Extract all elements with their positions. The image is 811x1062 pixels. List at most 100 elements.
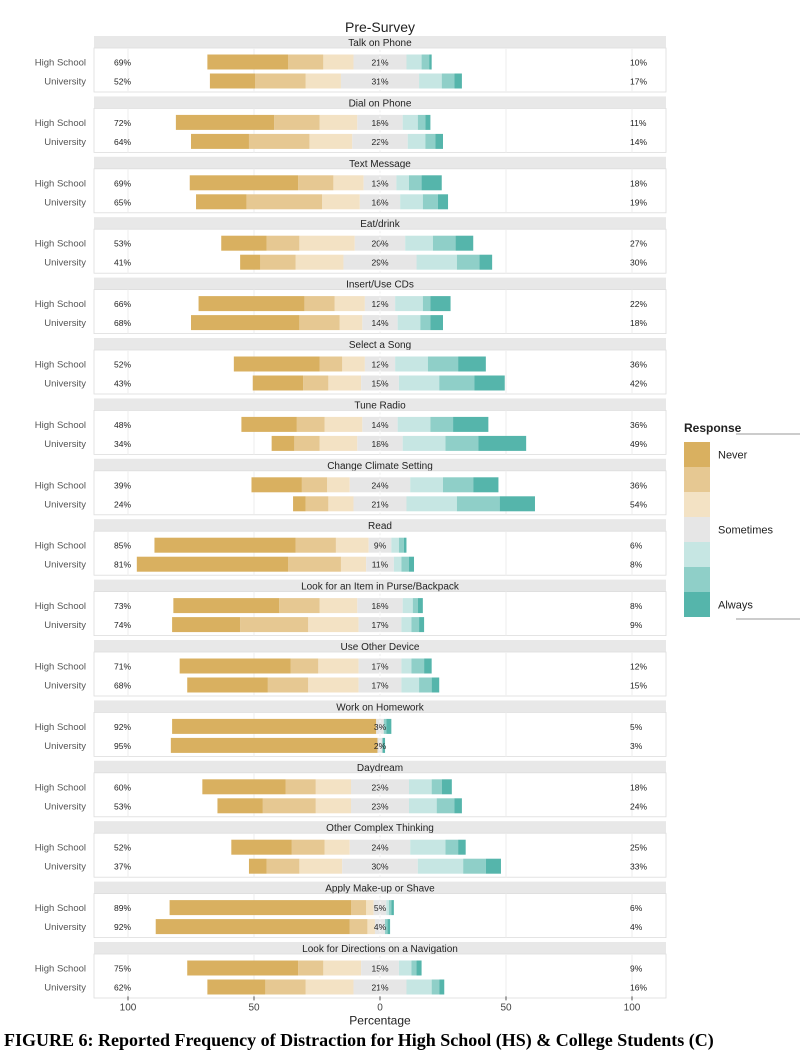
bar-segment-2 xyxy=(319,356,343,372)
bar-segment-5 xyxy=(402,598,413,614)
group-label: High School xyxy=(35,58,86,69)
bar-segment-1 xyxy=(240,254,261,270)
left-percent-label: 64% xyxy=(114,137,131,147)
left-percent-label: 34% xyxy=(114,439,131,449)
left-percent-label: 68% xyxy=(114,318,131,328)
right-percent-label: 36% xyxy=(630,420,647,430)
bar-segment-6 xyxy=(398,537,404,553)
bar-segment-1 xyxy=(189,175,299,191)
panel-strip xyxy=(94,277,666,290)
left-percent-label: 39% xyxy=(114,480,131,490)
bar-segment-2 xyxy=(285,779,316,795)
bar-segment-2 xyxy=(296,416,325,432)
panel-title: Look for Directions on a Navigation xyxy=(302,944,458,955)
group-label: University xyxy=(44,801,86,812)
bar-segment-7 xyxy=(391,900,394,916)
figure-caption: FIGURE 6: Reported Frequency of Distract… xyxy=(4,1030,714,1050)
bar-segment-5 xyxy=(401,617,412,633)
right-percent-label: 54% xyxy=(630,499,647,509)
panel-title: Eat/drink xyxy=(360,219,400,230)
bar-segment-5 xyxy=(406,496,457,512)
bar-segment-1 xyxy=(170,737,378,753)
bar-segment-1 xyxy=(271,435,295,451)
bar-segment-3 xyxy=(305,979,354,995)
x-axis-label: Percentage xyxy=(349,1013,411,1027)
bar-segment-1 xyxy=(251,477,302,493)
bar-segment-2 xyxy=(255,73,306,89)
bar-segment-1 xyxy=(293,496,306,512)
right-percent-label: 30% xyxy=(630,258,647,268)
right-percent-label: 42% xyxy=(630,379,647,389)
right-percent-label: 16% xyxy=(630,983,647,993)
bar-segment-7 xyxy=(455,235,474,251)
bar-segment-7 xyxy=(421,175,442,191)
group-label: University xyxy=(44,197,86,208)
bar-segment-5 xyxy=(395,296,423,312)
bar-segment-5 xyxy=(400,194,423,210)
right-percent-label: 19% xyxy=(630,197,647,207)
bar-segment-2 xyxy=(266,858,300,874)
bar-segment-6 xyxy=(441,73,455,89)
bar-segment-3 xyxy=(367,919,375,935)
bar-segment-7 xyxy=(458,839,466,855)
left-percent-label: 85% xyxy=(114,541,131,551)
bar-segment-7 xyxy=(454,73,462,89)
bar-segment-3 xyxy=(340,556,367,572)
bar-segment-1 xyxy=(169,900,352,916)
bar-segment-7 xyxy=(474,375,505,391)
bar-segment-1 xyxy=(187,677,268,693)
left-percent-label: 24% xyxy=(114,499,131,509)
center-percent-label: 18% xyxy=(371,601,388,611)
bar-segment-5 xyxy=(397,416,431,432)
bar-segment-7 xyxy=(435,133,443,149)
right-percent-label: 49% xyxy=(630,439,647,449)
bar-segment-1 xyxy=(252,375,304,391)
bar-segment-1 xyxy=(136,556,289,572)
bar-segment-3 xyxy=(308,617,359,633)
panel-strip xyxy=(94,398,666,411)
bar-segment-5 xyxy=(391,537,399,553)
panel-title: Talk on Phone xyxy=(348,38,412,49)
bar-segment-5 xyxy=(408,779,432,795)
left-percent-label: 52% xyxy=(114,77,131,87)
bar-segment-2 xyxy=(291,839,325,855)
bar-segment-7 xyxy=(386,718,392,734)
bar-segment-6 xyxy=(445,839,459,855)
bar-segment-6 xyxy=(421,54,430,70)
bar-segment-5 xyxy=(419,73,442,89)
bar-segment-5 xyxy=(401,658,412,674)
bar-segment-2 xyxy=(288,54,324,70)
bar-segment-6 xyxy=(431,979,440,995)
center-percent-label: 18% xyxy=(371,118,388,128)
bar-segment-1 xyxy=(154,537,296,553)
bar-segment-1 xyxy=(202,779,286,795)
bar-segment-6 xyxy=(425,133,436,149)
group-label: University xyxy=(44,620,86,631)
panel-title: Tune Radio xyxy=(354,400,406,411)
panel-strip xyxy=(94,760,666,773)
bar-segment-3 xyxy=(324,416,363,432)
group-label: High School xyxy=(35,903,86,914)
panel-title: Read xyxy=(368,521,392,532)
center-percent-label: 17% xyxy=(371,662,388,672)
bar-segment-6 xyxy=(385,919,388,935)
panel-title: Dial on Phone xyxy=(349,98,412,109)
panel-title: Other Complex Thinking xyxy=(326,823,434,834)
bar-segment-7 xyxy=(478,435,527,451)
group-label: High School xyxy=(35,722,86,733)
legend-title: Response xyxy=(684,421,742,435)
x-tick-label: 50 xyxy=(248,1002,260,1013)
right-percent-label: 8% xyxy=(630,560,643,570)
bar-segment-1 xyxy=(191,133,249,149)
group-label: University xyxy=(44,258,86,269)
right-percent-label: 11% xyxy=(630,118,647,128)
bar-segment-2 xyxy=(274,114,320,130)
bar-segment-2 xyxy=(260,254,296,270)
panel-strip xyxy=(94,881,666,894)
bar-segment-3 xyxy=(339,315,363,331)
bar-segment-6 xyxy=(401,556,409,572)
group-label: High School xyxy=(35,118,86,129)
bar-segment-3 xyxy=(324,839,350,855)
left-percent-label: 62% xyxy=(114,983,131,993)
bar-segment-7 xyxy=(485,858,501,874)
